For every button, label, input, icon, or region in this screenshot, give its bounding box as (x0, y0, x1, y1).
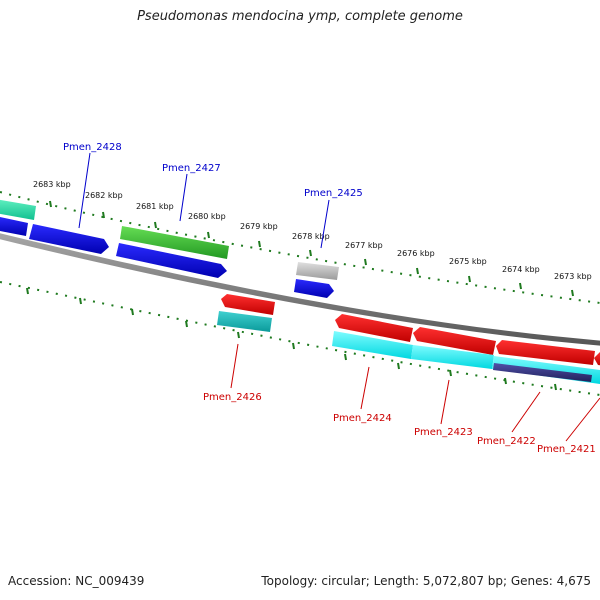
cds-pmen-2427[interactable] (116, 243, 227, 278)
scale-label: 2678 kbp (292, 232, 330, 241)
cds-pmen-2428a[interactable] (0, 216, 28, 236)
genome-title: Pseudomonas mendocina ymp, complete geno… (137, 9, 463, 24)
cds-pmen-2424[interactable] (335, 314, 413, 342)
cds-pmen-2426[interactable] (221, 294, 275, 315)
gene-feature-pmen-2427[interactable] (120, 226, 229, 259)
scale-label: 2676 kbp (397, 249, 435, 258)
scale-label: 2677 kbp (345, 241, 383, 250)
scale-label: 2679 kbp (240, 222, 278, 231)
gene-labels: Pmen_2428 Pmen_2427 Pmen_2425 Pmen_2426 … (63, 142, 596, 455)
cds-pmen-2428[interactable] (29, 224, 109, 254)
major-ticks (26, 200, 574, 391)
forward-gene-track (0, 199, 339, 280)
gene-label-pmen-2427[interactable]: Pmen_2427 (162, 163, 221, 174)
gene-feature-pmen-2424[interactable] (332, 331, 413, 359)
gene-label-pmen-2424[interactable]: Pmen_2424 (333, 413, 392, 424)
gene-feature-pmen-2428[interactable] (0, 199, 36, 220)
gene-label-pmen-2425[interactable]: Pmen_2425 (304, 188, 363, 199)
gene-label-pmen-2423[interactable]: Pmen_2423 (414, 427, 473, 438)
scale-label: 2681 kbp (136, 202, 174, 211)
gene-label-pmen-2426[interactable]: Pmen_2426 (203, 392, 262, 403)
leader-lines (78, 152, 600, 442)
scale-label: 2675 kbp (449, 257, 487, 266)
reverse-gene-track (217, 311, 600, 384)
gene-label-pmen-2428[interactable]: Pmen_2428 (63, 142, 122, 153)
gene-feature-pmen-2423[interactable] (411, 345, 494, 369)
gene-feature-pmen-2425[interactable] (296, 262, 339, 280)
reverse-cds-track (221, 294, 600, 366)
scale-labels: 2683 kbp 2682 kbp 2681 kbp 2680 kbp 2679… (33, 180, 592, 281)
scale-label: 2680 kbp (188, 212, 226, 221)
gene-feature-pmen-2421[interactable] (493, 363, 592, 382)
accession-label: Accession: NC_009439 (8, 574, 145, 588)
scale-label: 2674 kbp (502, 265, 540, 274)
cds-pmen-2421[interactable] (594, 351, 600, 366)
scale-label: 2673 kbp (554, 272, 592, 281)
gene-label-pmen-2421[interactable]: Pmen_2421 (537, 444, 596, 455)
genome-summary: Topology: circular; Length: 5,072,807 bp… (261, 574, 591, 588)
forward-cds-track (0, 216, 334, 298)
scale-label: 2682 kbp (85, 191, 123, 200)
gene-feature-pmen-2426[interactable] (217, 311, 272, 332)
cds-pmen-2425[interactable] (294, 279, 334, 298)
scale-label: 2683 kbp (33, 180, 71, 189)
gene-label-pmen-2422[interactable]: Pmen_2422 (477, 436, 536, 447)
cds-pmen-2423[interactable] (413, 327, 496, 355)
cds-pmen-2422[interactable] (496, 340, 595, 365)
